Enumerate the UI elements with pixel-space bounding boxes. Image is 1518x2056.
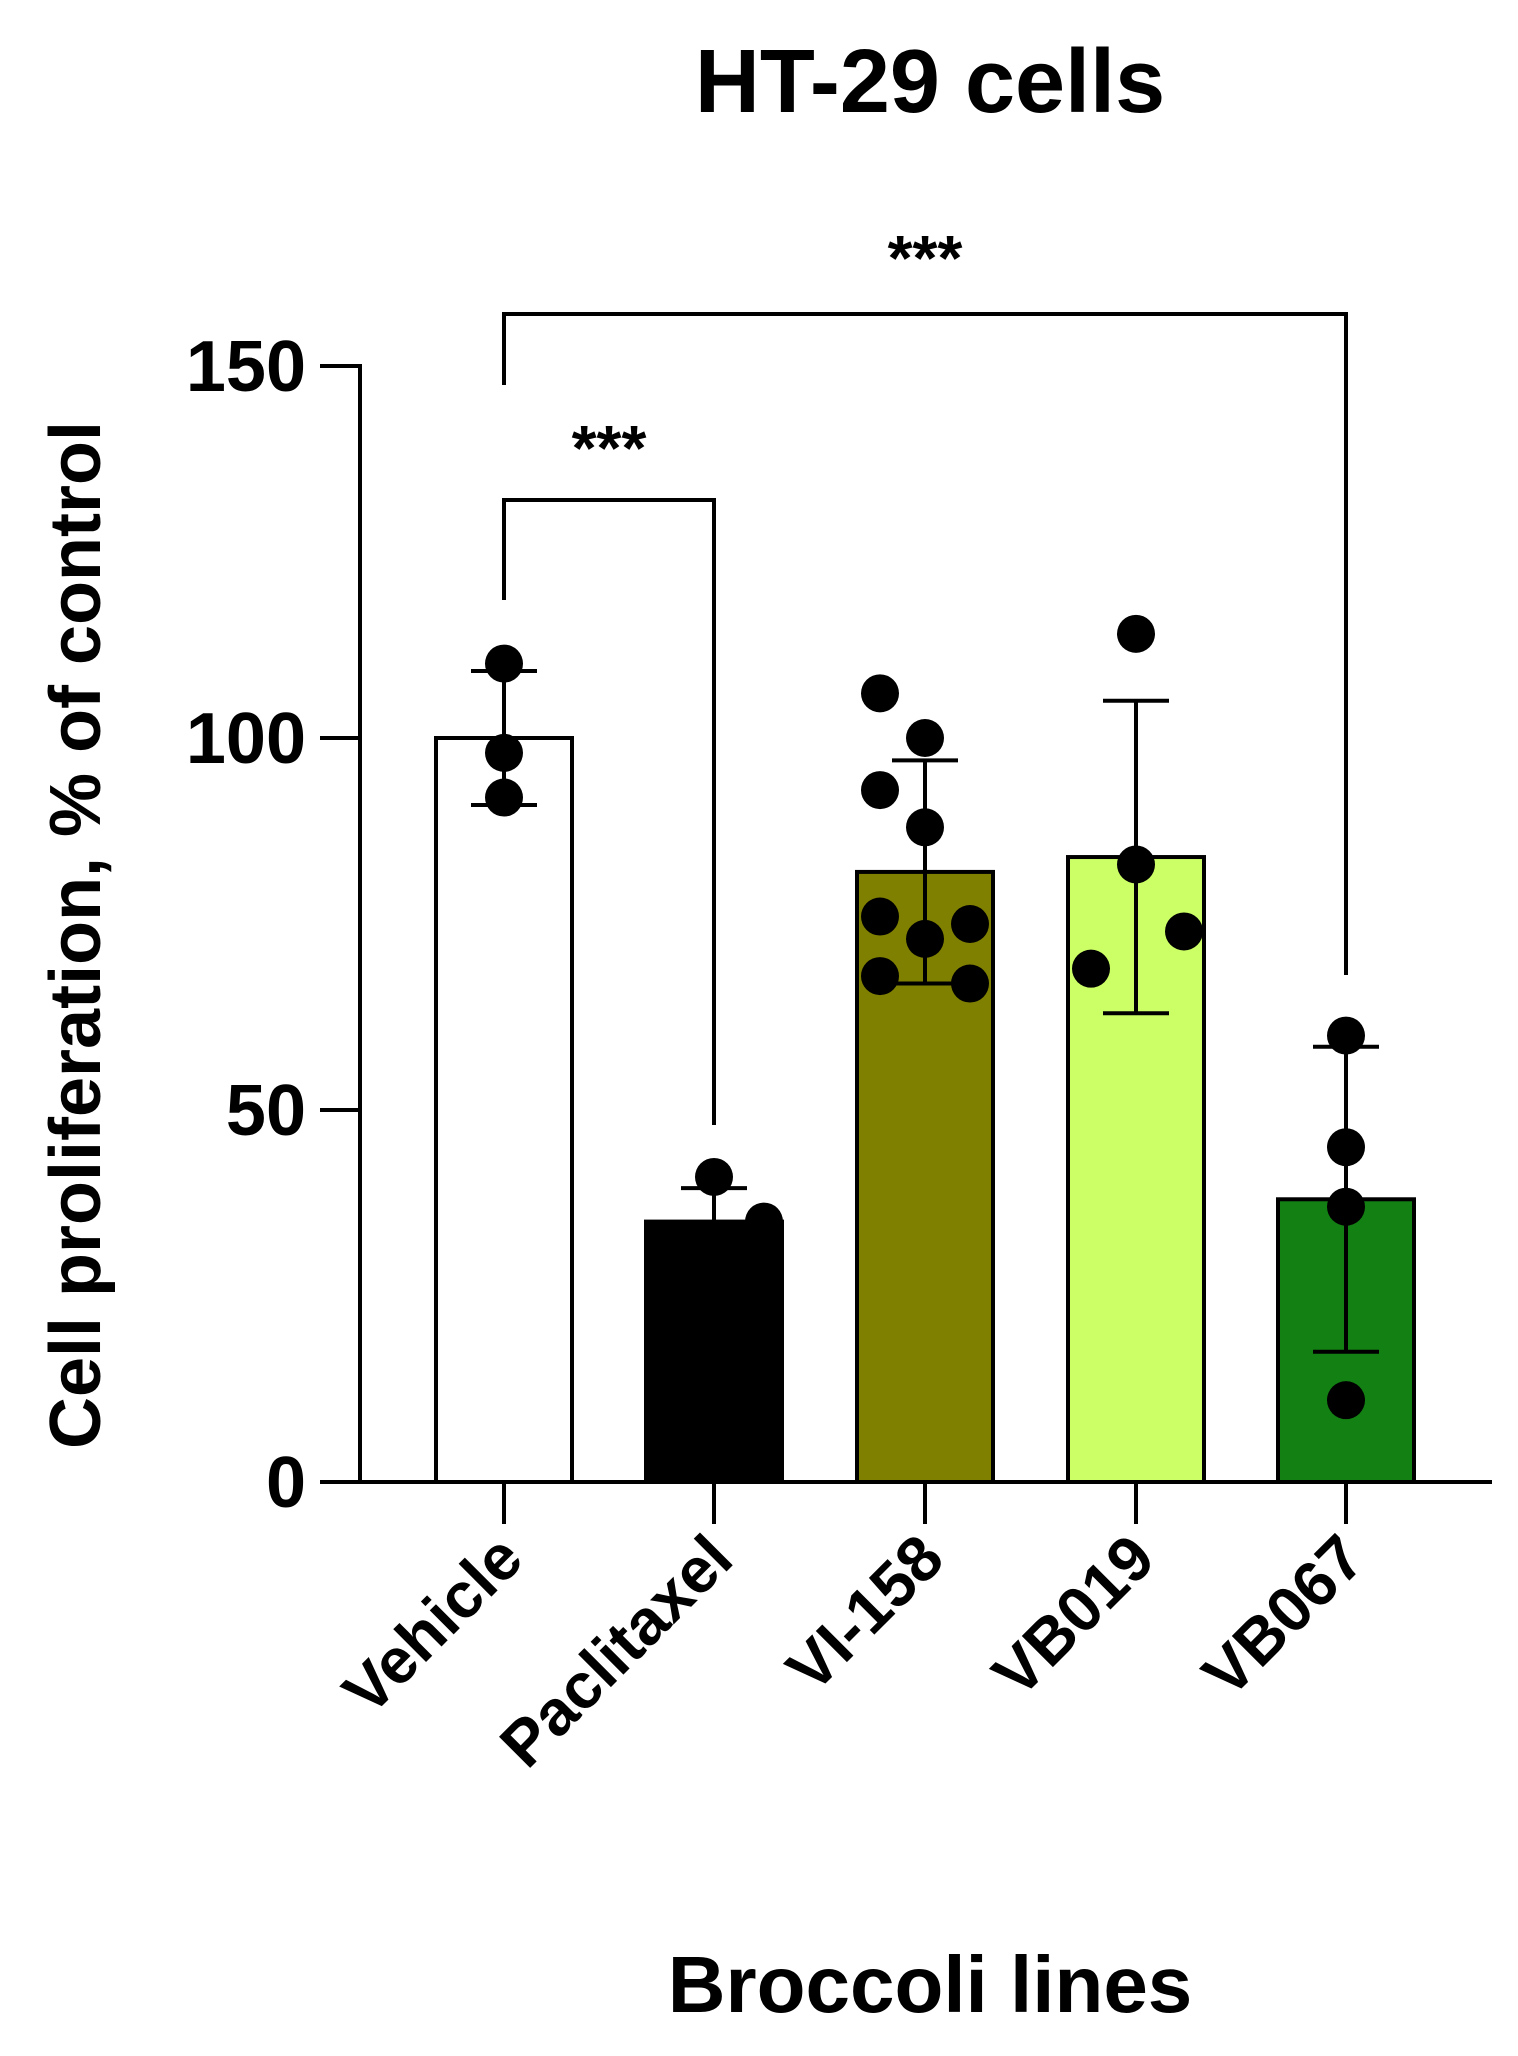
data-point-vi-158 [906,808,944,847]
data-point-vehicle [485,778,523,817]
data-point-vi-158 [906,719,944,757]
data-point-vb019 [1165,912,1203,951]
bar-vehicle [434,736,574,1484]
data-point-vb067 [1327,1128,1365,1167]
data-point-vb067 [1327,1187,1365,1226]
y-tick-label: 100 [186,699,306,779]
significance-bracket [502,498,716,1125]
data-point-paclitaxel [695,1157,733,1196]
points-layer [485,614,1365,1420]
y-axis-label: Cell proliferation, % of control [36,421,116,1449]
significance-layer: *** *** [502,222,1348,1125]
data-point-vehicle [485,733,523,772]
data-point-vb067 [1327,1016,1365,1055]
x-axis-label: Broccoli lines [668,1940,1193,2029]
data-point-vi-158 [906,919,944,958]
data-point-vi-158 [861,957,899,996]
data-point-vehicle [485,644,523,683]
significance-label: *** [888,222,963,294]
data-point-vb019 [1117,845,1155,884]
bar-paclitaxel [644,1219,784,1484]
x-tick-label: Paclitaxel [486,1521,746,1781]
x-tick-label: VI-158 [773,1521,957,1705]
data-point-vi-158 [861,897,899,936]
y-tick-label: 0 [266,1443,306,1523]
x-tick-label: VB067 [1189,1521,1378,1710]
data-point-paclitaxel [745,1202,783,1241]
y-tick-label: 50 [226,1071,306,1151]
data-point-vb019 [1072,949,1110,988]
data-point-vi-158 [861,674,899,713]
data-point-vb067 [1327,1381,1365,1420]
data-point-vi-158 [861,771,899,810]
x-tick-label: VB019 [979,1521,1168,1710]
y-tick-label: 150 [186,327,306,407]
significance-label: *** [572,412,647,484]
chart-title: HT-29 cells [695,32,1165,132]
data-point-vb019 [1117,614,1155,653]
data-point-vi-158 [951,905,989,943]
significance-bracket [502,312,1348,975]
data-point-vi-158 [951,964,989,1003]
x-tick-label: Vehicle [329,1521,536,1728]
